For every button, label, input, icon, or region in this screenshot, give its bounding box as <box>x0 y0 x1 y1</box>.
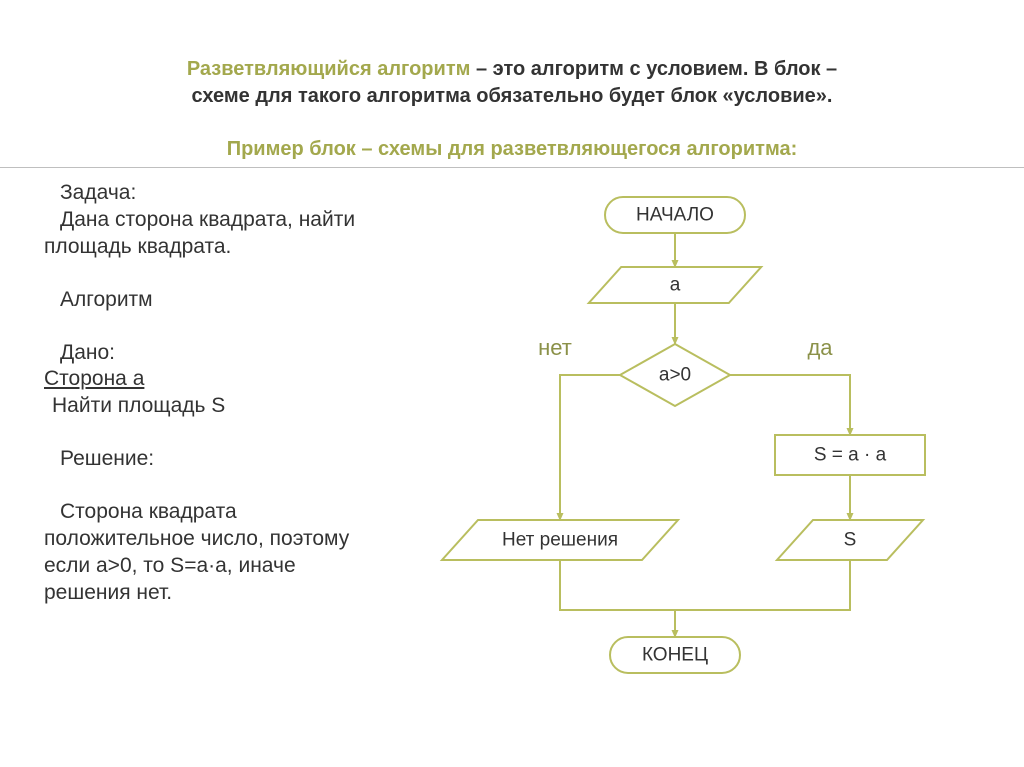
algo-label: Алгоритм <box>44 287 430 314</box>
flowchart-column: НАЧАЛО a a>0 S = a · a S Нет решения КОНЕЦ нет д… <box>430 180 1024 720</box>
solution-label: Решение: <box>44 446 430 473</box>
svg-text:нет: нет <box>538 335 572 360</box>
svg-text:да: да <box>807 335 833 360</box>
sol-3: если a>0, то S=a·a, иначе <box>44 553 430 580</box>
sol-1: Сторона квадрата <box>44 499 430 526</box>
svg-text:Нет решения: Нет решения <box>502 530 618 551</box>
svg-text:S = a · a: S = a · a <box>814 445 887 466</box>
svg-text:НАЧАЛО: НАЧАЛО <box>636 205 714 226</box>
task-label: Задача: <box>44 180 430 207</box>
title-line-1: Разветвляющийся алгоритм – это алгоритм … <box>60 56 964 83</box>
sol-2: положительное число, поэтому <box>44 526 430 553</box>
svg-text:S: S <box>844 530 857 551</box>
svg-text:КОНЕЦ: КОНЕЦ <box>642 645 708 666</box>
description-column: Задача: Дана сторона квадрата, найти пло… <box>0 180 430 720</box>
subtitle: Пример блок – схемы для разветвляющегося… <box>60 138 964 161</box>
title-accent: Разветвляющийся алгоритм <box>187 58 471 80</box>
svg-text:a>0: a>0 <box>659 365 691 386</box>
sol-4: решения нет. <box>44 580 430 607</box>
task-text-2: площадь квадрата. <box>44 234 430 261</box>
flowchart-svg: НАЧАЛО a a>0 S = a · a S Нет решения КОНЕЦ нет д… <box>430 180 990 720</box>
title-line-2: схеме для такого алгоритма обязательно б… <box>60 83 964 110</box>
task-text-1: Дана сторона квадрата, найти <box>44 207 430 234</box>
find-s: Найти площадь S <box>44 393 430 420</box>
side-a: Сторона а <box>44 366 430 393</box>
title-rest-1: – это алгоритм с условием. В блок – <box>470 58 837 80</box>
given-label: Дано: <box>44 340 430 367</box>
svg-text:a: a <box>670 275 681 296</box>
